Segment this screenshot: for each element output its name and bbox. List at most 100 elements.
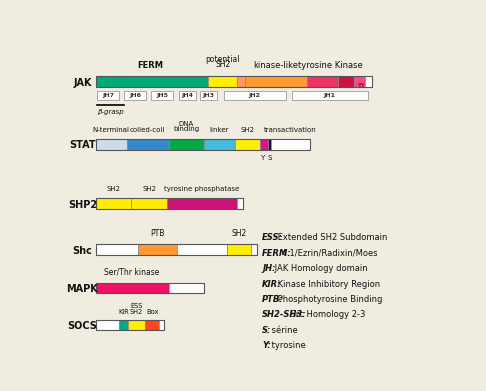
- Bar: [119, 319, 128, 330]
- Bar: [169, 283, 204, 293]
- Text: 4.1/Ezrin/Radixin/Moes: 4.1/Ezrin/Radixin/Moes: [278, 249, 377, 258]
- Bar: [131, 198, 167, 209]
- Text: β-grasp: β-grasp: [97, 109, 124, 115]
- Bar: [96, 283, 169, 293]
- Bar: [167, 198, 237, 209]
- Text: Extended SH2 Subdomain: Extended SH2 Subdomain: [275, 233, 388, 242]
- Bar: [96, 76, 371, 87]
- Bar: [96, 139, 127, 150]
- Bar: [245, 76, 307, 87]
- Text: JH1: JH1: [324, 93, 336, 98]
- Text: JH2: JH2: [248, 93, 260, 98]
- Bar: [124, 91, 146, 100]
- Text: ESS:: ESS:: [262, 233, 283, 242]
- Bar: [96, 198, 131, 209]
- Bar: [271, 139, 310, 150]
- Text: JH6: JH6: [129, 93, 141, 98]
- Text: binding: binding: [173, 126, 199, 132]
- Bar: [178, 91, 195, 100]
- Text: SH2: SH2: [231, 229, 246, 238]
- Text: S: S: [268, 155, 272, 161]
- Bar: [338, 76, 354, 87]
- Bar: [177, 244, 227, 255]
- Text: SH2: SH2: [130, 309, 143, 315]
- Text: potential: potential: [206, 55, 240, 64]
- Bar: [224, 91, 285, 100]
- Bar: [354, 76, 365, 87]
- Text: linker: linker: [210, 127, 229, 133]
- Text: JH:: JH:: [262, 264, 276, 273]
- Bar: [152, 91, 173, 100]
- Bar: [204, 139, 235, 150]
- Bar: [208, 76, 238, 87]
- Bar: [268, 139, 271, 150]
- Bar: [128, 319, 145, 330]
- Text: SH2: SH2: [241, 127, 255, 133]
- Text: sérine: sérine: [269, 326, 297, 335]
- Bar: [251, 244, 257, 255]
- Text: Src Homology 2-3: Src Homology 2-3: [288, 310, 365, 319]
- Bar: [127, 139, 169, 150]
- Text: N-terminal: N-terminal: [93, 127, 130, 133]
- Bar: [96, 244, 138, 255]
- Bar: [307, 76, 338, 87]
- Text: Phosphotyrosine Binding: Phosphotyrosine Binding: [275, 295, 382, 304]
- Bar: [159, 319, 164, 330]
- Bar: [260, 139, 268, 150]
- Bar: [96, 244, 257, 255]
- Bar: [96, 139, 310, 150]
- Text: KIR: KIR: [118, 309, 129, 315]
- Text: FERM:: FERM:: [262, 249, 292, 258]
- Text: SOCS: SOCS: [68, 321, 97, 332]
- Bar: [200, 91, 217, 100]
- Text: Box: Box: [146, 309, 158, 315]
- Text: FERM: FERM: [138, 61, 164, 70]
- Text: Kinase Inhibitory Region: Kinase Inhibitory Region: [275, 280, 381, 289]
- Text: Ser/Thr kinase: Ser/Thr kinase: [104, 267, 160, 276]
- Bar: [96, 319, 119, 330]
- Text: JAK Homology domain: JAK Homology domain: [272, 264, 367, 273]
- Text: tyrosine Kinase: tyrosine Kinase: [298, 61, 363, 70]
- Text: SH2: SH2: [106, 186, 121, 192]
- Bar: [96, 198, 243, 209]
- Text: kinase-like: kinase-like: [254, 61, 299, 70]
- Bar: [96, 76, 208, 87]
- Bar: [145, 319, 159, 330]
- Text: SH2: SH2: [215, 60, 230, 69]
- Bar: [237, 198, 243, 209]
- Text: STAT: STAT: [69, 140, 96, 151]
- Text: JH5: JH5: [156, 93, 168, 98]
- Text: KIR:: KIR:: [262, 280, 282, 289]
- Bar: [292, 91, 367, 100]
- Bar: [96, 283, 204, 293]
- Text: JAK: JAK: [73, 78, 92, 88]
- Text: MAPK: MAPK: [67, 285, 98, 294]
- Text: YY: YY: [358, 83, 365, 88]
- Text: DNA: DNA: [179, 121, 194, 127]
- Bar: [227, 244, 251, 255]
- Text: Shc: Shc: [72, 246, 92, 256]
- Bar: [96, 319, 164, 330]
- Bar: [169, 139, 204, 150]
- Text: coiled-coil: coiled-coil: [130, 127, 165, 133]
- Text: PTB:: PTB:: [262, 295, 284, 304]
- Text: tyrosine phosphatase: tyrosine phosphatase: [164, 186, 240, 192]
- Text: JH4: JH4: [181, 93, 193, 98]
- Bar: [365, 76, 371, 87]
- Bar: [97, 91, 119, 100]
- Bar: [235, 139, 260, 150]
- Text: transactivation: transactivation: [264, 127, 316, 133]
- Text: JH7: JH7: [102, 93, 114, 98]
- Text: SHP2: SHP2: [68, 200, 97, 210]
- Text: tyrosine: tyrosine: [269, 341, 306, 350]
- Text: PTB: PTB: [151, 229, 165, 238]
- Bar: [238, 76, 245, 87]
- Text: S:: S:: [262, 326, 272, 335]
- Text: ESS: ESS: [131, 303, 143, 310]
- Bar: [138, 244, 177, 255]
- Text: SH2-SH3:: SH2-SH3:: [262, 310, 307, 319]
- Text: Y:: Y:: [262, 341, 271, 350]
- Text: JH3: JH3: [203, 93, 215, 98]
- Text: SH2: SH2: [142, 186, 156, 192]
- Text: Y: Y: [260, 155, 264, 161]
